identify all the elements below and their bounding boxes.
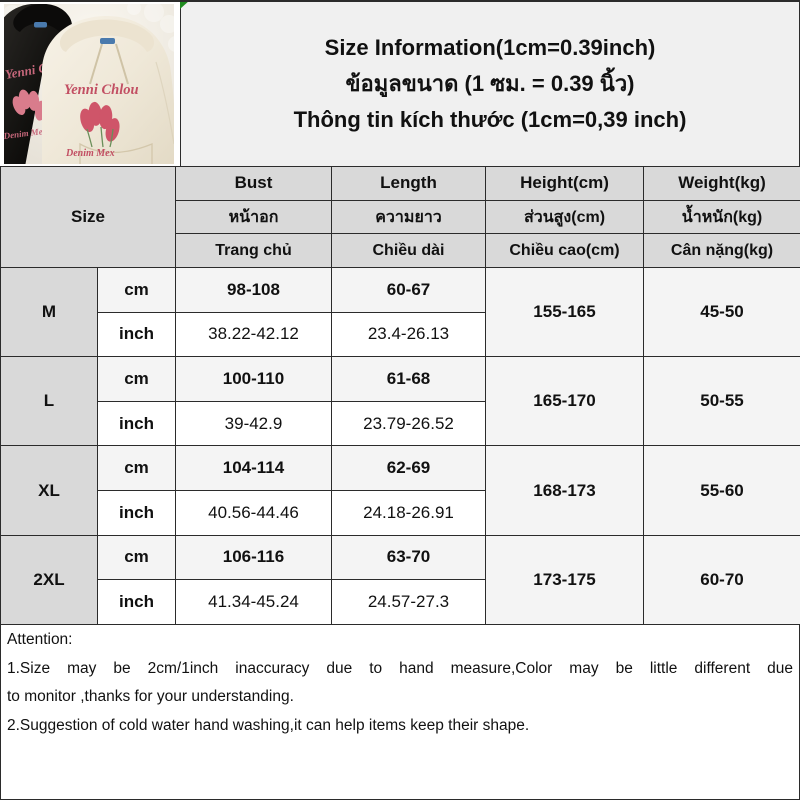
svg-text:Denim Mex: Denim Mex	[65, 148, 115, 159]
svg-text:Yenni Chlou: Yenni Chlou	[64, 82, 139, 98]
